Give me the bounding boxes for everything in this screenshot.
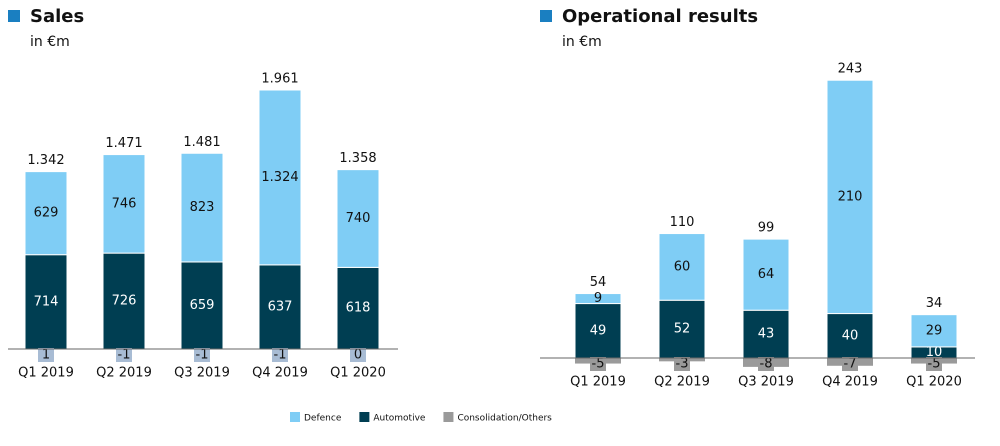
value-label: 1 [42,348,50,363]
total-label: 99 [758,221,775,236]
value-label: 52 [674,322,691,337]
total-label: 110 [670,215,695,230]
total-label: 1.471 [105,136,142,151]
legend-label: Automotive [373,414,426,424]
chart-title: Sales [30,6,84,27]
value-label: -1 [274,348,287,363]
value-label: -1 [196,348,209,363]
legend-label: Defence [304,414,342,424]
title-marker [540,10,552,22]
value-label: 9 [594,291,602,306]
x-tick-label: Q1 2019 [570,375,626,390]
x-tick-label: Q3 2019 [738,375,794,390]
total-label: 1.961 [261,72,298,87]
value-label: 714 [34,294,59,309]
x-tick-label: Q1 2020 [906,375,962,390]
value-label: 659 [190,298,215,313]
legend-swatch [359,412,369,422]
value-label: -3 [676,357,689,372]
value-label: 29 [926,323,943,338]
total-label: 1.358 [339,151,376,166]
value-label: 64 [758,267,775,282]
value-label: 1.324 [261,170,298,185]
legend-swatch [443,412,453,422]
x-tick-label: Q1 2019 [18,366,74,381]
legend-label: Consolidation/Others [457,414,552,424]
value-label: 618 [346,301,371,316]
value-label: 740 [346,211,371,226]
total-label: 54 [590,275,607,290]
value-label: -1 [118,348,131,363]
total-label: 1.342 [27,153,64,168]
value-label: 726 [112,294,137,309]
value-label: 60 [674,259,691,274]
value-label: 637 [268,299,293,314]
x-tick-label: Q1 2020 [330,366,386,381]
title-marker [8,10,20,22]
value-label: 823 [190,200,215,215]
value-label: -7 [844,357,857,372]
x-tick-label: Q3 2019 [174,366,230,381]
value-label: 746 [112,196,137,211]
value-label: 40 [842,328,859,343]
value-label: -8 [760,357,773,372]
value-label: 210 [838,189,863,204]
chart-subtitle: in €m [562,34,602,50]
x-tick-label: Q2 2019 [96,366,152,381]
x-tick-label: Q4 2019 [252,366,308,381]
chart-subtitle: in €m [30,34,70,50]
x-tick-label: Q4 2019 [822,375,878,390]
legend-swatch [290,412,300,422]
value-label: 49 [590,323,607,338]
value-label: 0 [354,348,362,363]
value-label: 629 [34,206,59,221]
total-label: 34 [926,296,943,311]
value-label: -5 [592,357,605,372]
total-label: 1.481 [183,135,220,150]
x-tick-label: Q2 2019 [654,375,710,390]
total-label: 243 [838,62,863,77]
value-label: 43 [758,327,775,342]
chart-title: Operational results [562,6,758,27]
value-label: -5 [928,357,941,372]
